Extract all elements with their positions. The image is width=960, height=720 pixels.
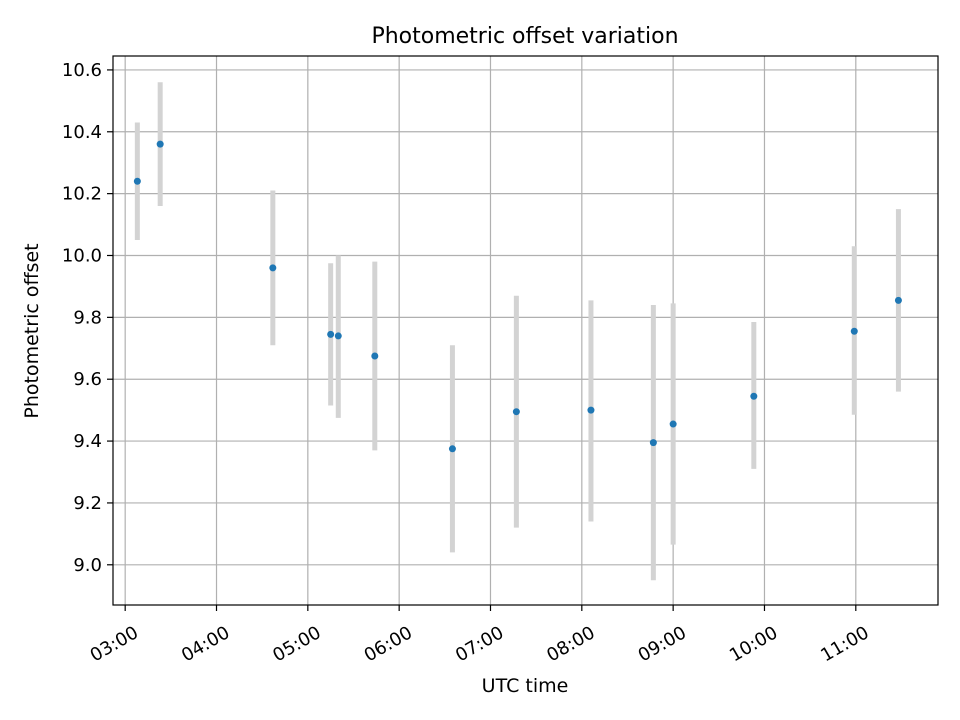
- y-tick-label: 10.2: [62, 184, 102, 205]
- grid: [113, 56, 938, 605]
- data-point: [156, 140, 164, 148]
- data-point: [133, 177, 141, 185]
- y-tick-label: 10.6: [62, 60, 102, 81]
- y-tick-label: 9.2: [73, 493, 102, 514]
- data-point: [327, 330, 335, 338]
- x-axis-label: UTC time: [482, 675, 569, 697]
- data-point: [894, 296, 902, 304]
- y-tick-label: 9.0: [73, 555, 102, 576]
- data-point: [334, 332, 342, 340]
- chart-title: Photometric offset variation: [371, 24, 678, 49]
- y-axis-label: Photometric offset: [21, 243, 43, 418]
- data-point: [669, 420, 677, 428]
- data-point: [448, 445, 456, 453]
- y-tick-label: 9.4: [73, 431, 102, 452]
- data-points: [133, 140, 902, 453]
- y-tick-label: 10.0: [62, 245, 102, 266]
- data-point: [649, 439, 657, 447]
- y-tick-label: 9.6: [73, 369, 102, 390]
- y-tick-label: 9.8: [73, 307, 102, 328]
- plot-frame: [112, 55, 939, 606]
- data-point: [512, 408, 520, 416]
- data-point: [269, 264, 277, 272]
- y-tick-label: 10.4: [62, 122, 102, 143]
- data-point: [587, 406, 595, 414]
- data-point: [371, 352, 379, 360]
- data-point: [850, 327, 858, 335]
- data-point: [750, 392, 758, 400]
